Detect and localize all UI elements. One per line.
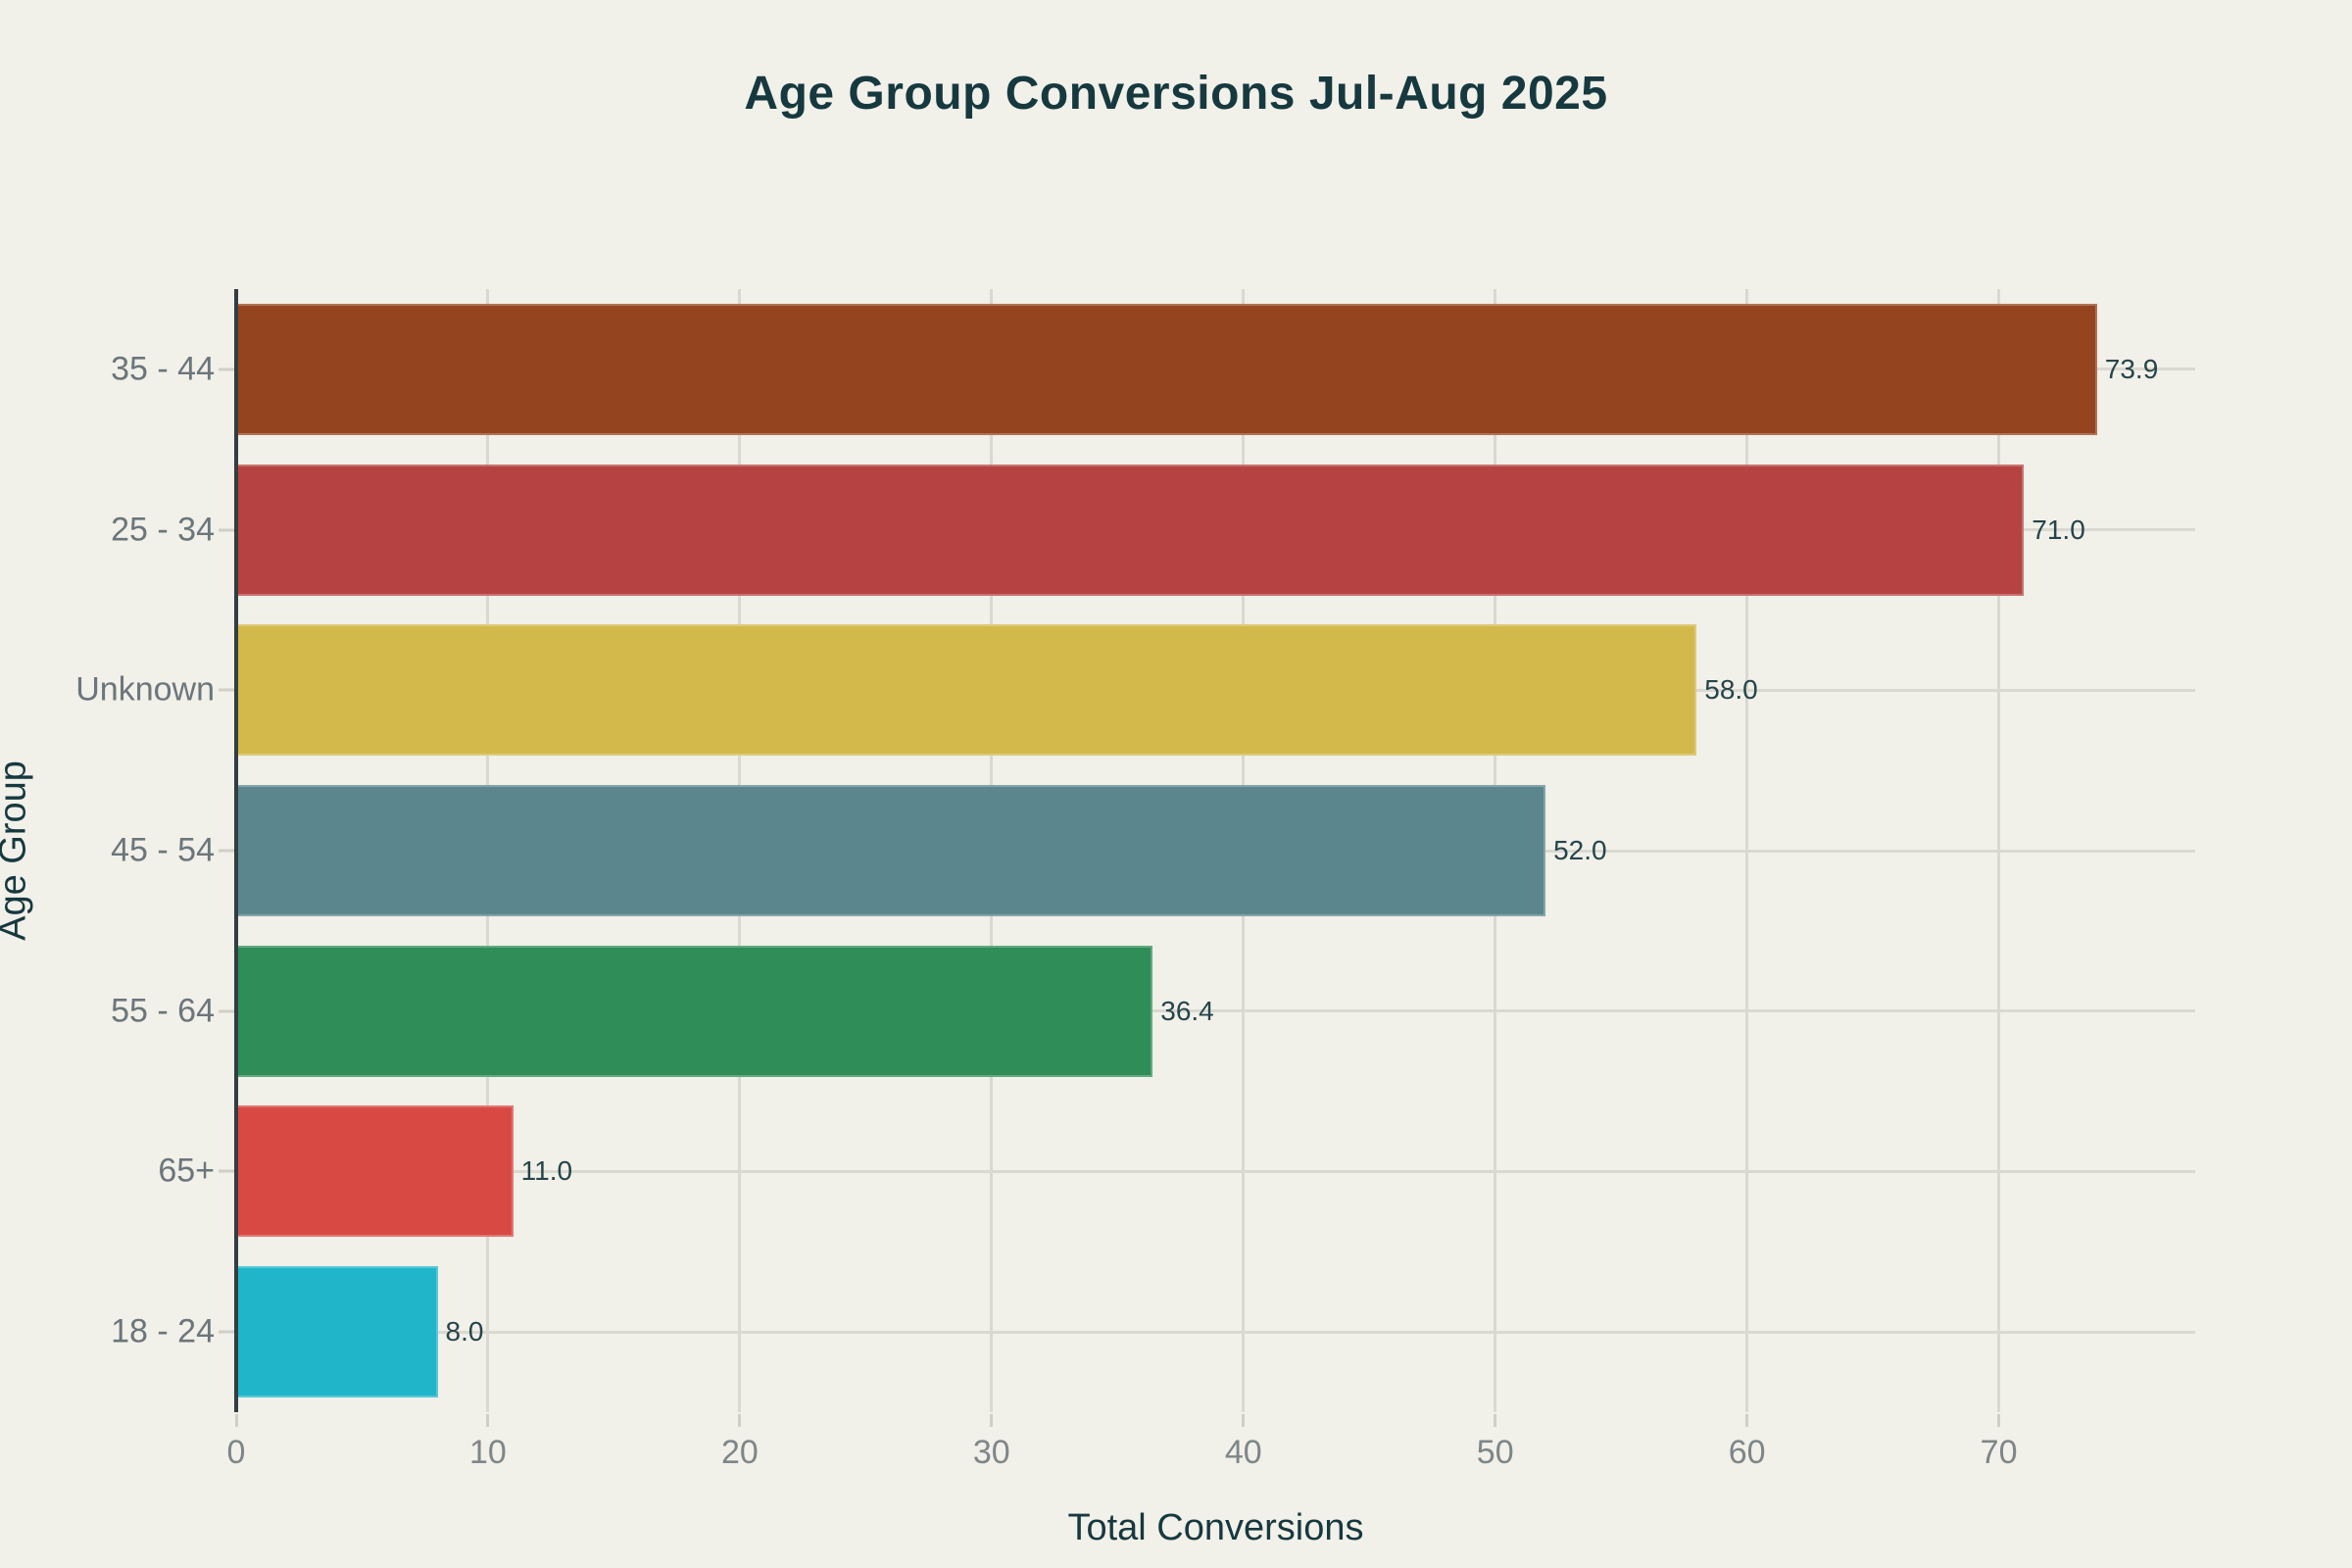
y-tick-mark [219,1009,234,1013]
bar-value-label: 8.0 [445,1316,484,1348]
x-tick-label: 40 [1224,1434,1262,1471]
plot-area: 0 10 20 30 40 50 60 70 73.9 35 - 44 71.0 25 - 34 58.… [75,289,2195,1471]
x-tick-label: 60 [1728,1434,1766,1471]
y-tick-mark [219,368,234,371]
y-tick-mark [219,688,234,692]
chart-title: Age Group Conversions Jul-Aug 2025 [744,68,1608,120]
bar-55-64 [236,945,1153,1077]
bar-65+ [236,1105,514,1238]
bar-value-label: 73.9 [2104,353,2159,384]
bar-Unknown [236,624,1697,757]
y-category-label: 35 - 44 [111,350,215,388]
x-tick-mark [486,1414,490,1427]
bar-value-label: 36.4 [1160,995,1214,1026]
y-tick-mark [219,1169,234,1173]
x-tick-mark [1242,1414,1246,1427]
x-tick-mark [234,1414,238,1427]
x-tick-mark [990,1414,994,1427]
row-gridline [236,1169,2195,1173]
bar-value-label: 11.0 [520,1155,573,1187]
x-tick-label: 10 [469,1434,507,1471]
row-gridline [236,1009,2195,1013]
row-gridline [236,1330,2195,1334]
y-category-label: 25 - 34 [111,511,215,549]
y-category-label: 65+ [158,1152,215,1190]
y-category-label: 55 - 64 [111,992,215,1030]
y-tick-mark [219,528,234,532]
y-tick-mark [219,849,234,853]
x-tick-label: 30 [972,1434,1010,1471]
x-tick-label: 0 [226,1434,246,1471]
bar-value-label: 71.0 [2032,514,2085,545]
y-axis-title-text: Age Group [0,760,34,941]
x-tick-mark [738,1414,742,1427]
y-axis-title: Age Group [0,670,35,941]
bar-value-label: 58.0 [1704,674,1758,706]
bar-45-54 [236,785,1546,916]
bar-35-44 [236,303,2097,435]
x-axis-title: Total Conversions [1067,1507,1364,1548]
x-tick-mark [1494,1414,1497,1427]
bar-18-24 [236,1266,438,1398]
y-axis-line [234,289,238,1412]
x-tick-label: 50 [1476,1434,1514,1471]
y-category-label: Unknown [75,670,215,709]
x-tick-label: 70 [1980,1434,2018,1471]
x-tick-mark [1997,1414,2001,1427]
bar-25-34 [236,464,2025,596]
y-category-label: 18 - 24 [111,1312,215,1350]
y-category-label: 45 - 54 [111,831,215,869]
x-tick-mark [1745,1414,1749,1427]
bar-value-label: 52.0 [1553,835,1607,865]
x-tick-label: 20 [720,1434,759,1471]
y-tick-mark [219,1330,234,1334]
